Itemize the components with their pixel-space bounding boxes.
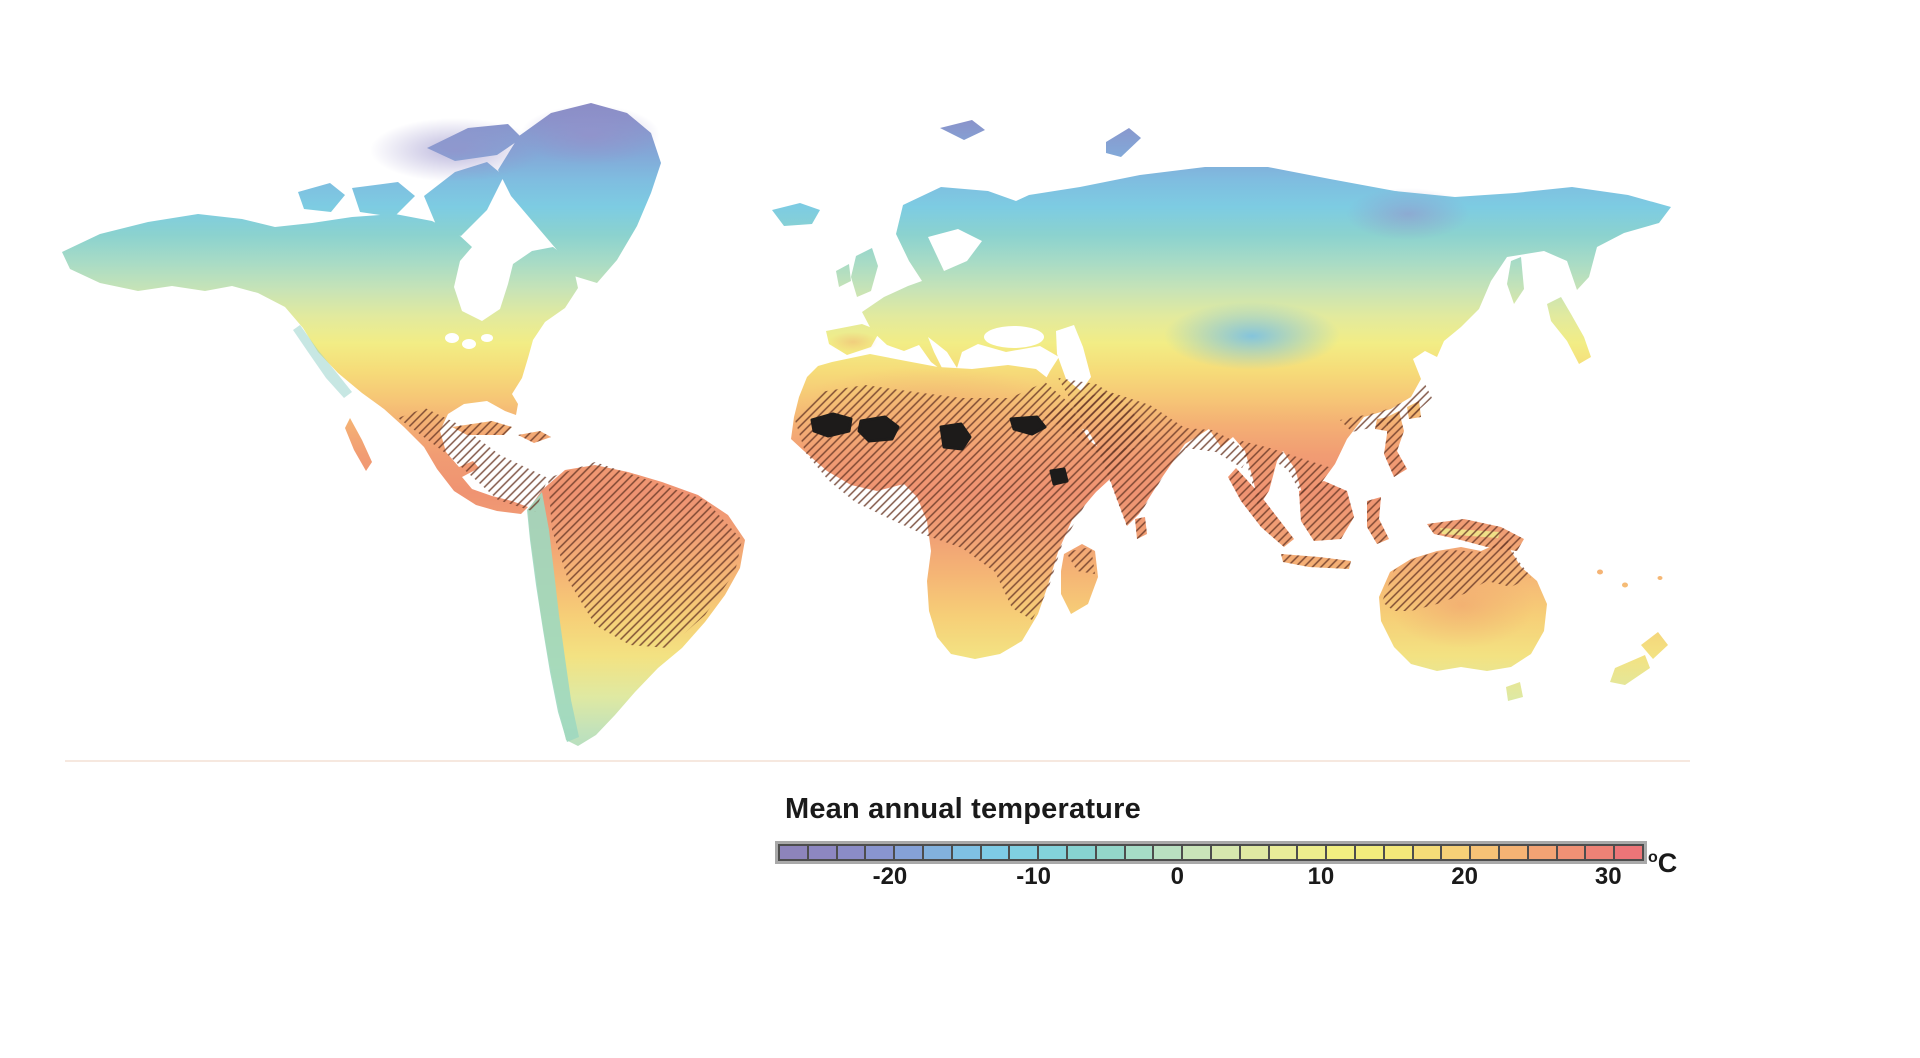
black-spot-lake-chad	[857, 415, 900, 443]
hatch-philippines	[1384, 411, 1407, 477]
black-sea	[984, 326, 1044, 348]
hatch-india	[1040, 392, 1250, 527]
hatch-sri-lanka	[1135, 517, 1147, 539]
hatch-north-australia	[1382, 539, 1531, 611]
hatch-java	[1281, 554, 1351, 569]
black-spot-sudan	[939, 422, 972, 451]
great-lake	[462, 339, 476, 349]
great-lake	[445, 333, 459, 343]
hatch-taiwan	[1407, 401, 1421, 419]
andes-cool-band	[527, 492, 579, 742]
black-regions	[810, 412, 1069, 486]
baja-california	[345, 418, 372, 471]
baltic-sea	[928, 229, 982, 271]
novaya-zemlya	[1106, 128, 1141, 157]
great-britain	[851, 248, 878, 297]
black-spot-ethiopia	[1009, 415, 1047, 436]
hatch-south-america	[548, 462, 742, 648]
black-spot-west-africa	[810, 412, 853, 438]
hatch-borneo	[1299, 481, 1354, 541]
sakhalin	[1507, 257, 1524, 304]
arctic-canada-cold	[370, 118, 540, 182]
tasmania	[1506, 682, 1523, 701]
hatch-cuba	[452, 421, 512, 435]
hatch-sulawesi	[1367, 497, 1389, 544]
new-zealand-north	[1641, 632, 1668, 659]
iberia-warm-anomaly	[828, 332, 878, 352]
rockies-cool-band	[293, 325, 352, 398]
new-zealand-south	[1610, 655, 1650, 685]
iceland	[772, 203, 820, 226]
pacific-island	[1657, 576, 1663, 580]
pacific-island	[1622, 582, 1628, 588]
continent-north-america	[62, 214, 578, 514]
pacific-island	[1597, 569, 1603, 575]
hatch-central-america	[398, 408, 548, 512]
hatch-sumatra	[1228, 468, 1294, 547]
black-spot-east-africa	[1049, 467, 1069, 486]
great-lake	[481, 334, 493, 342]
banks-island	[298, 183, 345, 212]
siberia-cold-anomaly	[1346, 188, 1470, 240]
hatch-madagascar-north	[1066, 547, 1095, 574]
map-border-line	[65, 760, 1690, 762]
inland-seas	[445, 229, 1091, 391]
ireland	[836, 264, 851, 287]
svalbard	[940, 120, 985, 140]
victoria-island	[352, 182, 415, 217]
baffin-island	[424, 162, 504, 236]
hatch-south-china	[1340, 382, 1432, 432]
japan	[1547, 297, 1591, 364]
hatch-hainan	[1375, 417, 1389, 431]
hatch-hispaniola	[518, 431, 551, 443]
greenland-cold	[520, 105, 660, 165]
tibet-cold-anomaly	[1164, 302, 1340, 370]
caspian-sea	[1056, 325, 1091, 391]
